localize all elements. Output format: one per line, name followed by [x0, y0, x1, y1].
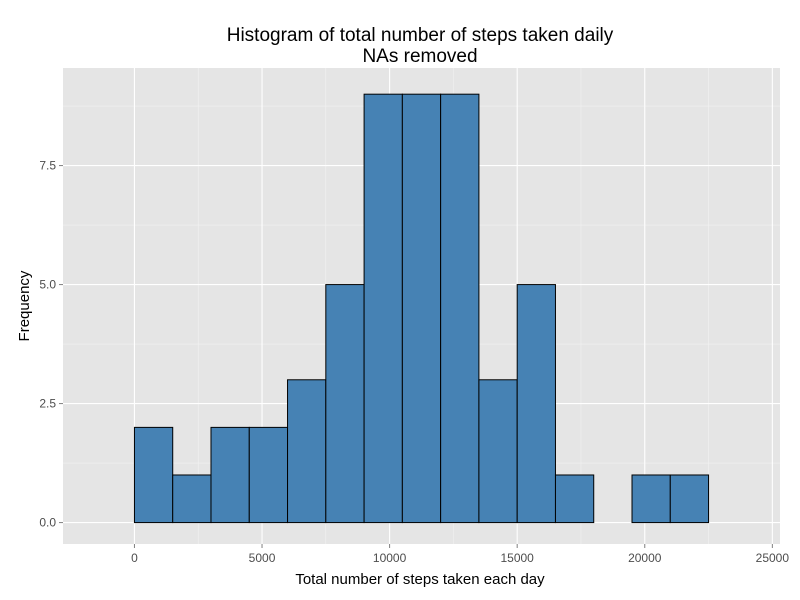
histogram-bar — [210, 426, 250, 524]
y-axis-title: Frequency — [16, 270, 33, 341]
histogram-bar — [325, 284, 365, 524]
y-axis-ticks: 0.0 2.5 5.0 7.5 — [39, 159, 63, 530]
y-tick-label: 0.0 — [39, 516, 56, 530]
x-tick-label: 0 — [131, 551, 138, 565]
y-tick-label: 2.5 — [39, 397, 56, 411]
histogram-bar — [287, 379, 327, 524]
histogram-bar — [248, 426, 289, 524]
x-tick-label: 20000 — [628, 551, 662, 565]
histogram-bar — [172, 474, 212, 524]
histogram-bar — [363, 93, 403, 524]
x-tick-label: 25000 — [756, 551, 790, 565]
histogram-bar — [478, 379, 518, 524]
x-tick-label: 15000 — [500, 551, 534, 565]
y-tick-label: 5.0 — [39, 278, 56, 292]
y-tick-label: 7.5 — [39, 159, 56, 173]
x-axis-title: Total number of steps taken each day — [295, 571, 545, 588]
histogram-bar — [554, 474, 595, 524]
x-tick-label: 5000 — [249, 551, 276, 565]
chart-subtitle: NAs removed — [362, 46, 477, 67]
histogram-bar — [440, 93, 480, 524]
histogram-bar — [401, 93, 442, 524]
histogram-bar — [631, 474, 671, 524]
x-axis-ticks: 0 5000 10000 15000 20000 25000 — [131, 544, 789, 565]
chart-title: Histogram of total number of steps taken… — [227, 25, 614, 46]
histogram-bar — [133, 426, 174, 524]
histogram-bar — [516, 284, 556, 524]
histogram-bars — [133, 93, 710, 524]
x-tick-label: 10000 — [373, 551, 407, 565]
histogram-bar — [669, 474, 710, 524]
